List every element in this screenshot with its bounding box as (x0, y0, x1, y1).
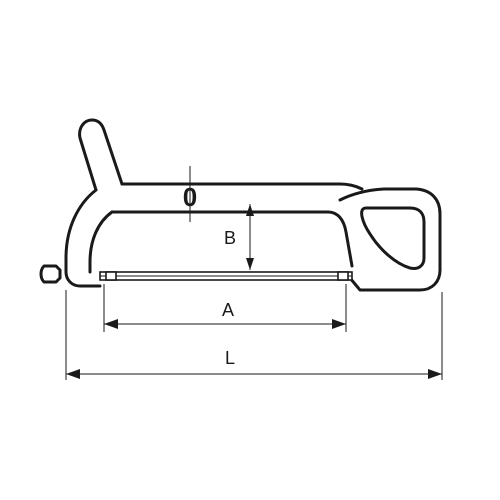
frame-handle-outer (338, 187, 442, 292)
frame-front-inner (88, 210, 114, 274)
dimension-a-arrow-left (104, 319, 118, 329)
wing-nut (39, 264, 62, 284)
saw-blade (99, 271, 353, 281)
wing-nut-body (39, 264, 62, 284)
dimension-a-label: A (222, 300, 234, 320)
frame-handle-cutout (360, 206, 426, 270)
dimension-l: L (65, 290, 443, 380)
dimension-a: A (103, 284, 347, 332)
dimension-l-label: L (225, 348, 235, 368)
frame-top-inner-edge (110, 210, 354, 268)
frame-front-foot (64, 270, 102, 288)
tension-marker-label: 0 (183, 182, 197, 212)
frame-front-outer (64, 188, 98, 274)
dimension-l-arrow-left (66, 369, 80, 379)
frame-thumb-lever (78, 118, 124, 192)
blade-pin-front (105, 271, 117, 281)
dimension-l-arrow-right (428, 369, 442, 379)
frame-top-edge (120, 182, 364, 191)
dimension-b-arrow-bottom (246, 258, 254, 270)
hacksaw-frame (64, 118, 442, 292)
dimension-b-arrow-top (246, 204, 254, 216)
dimension-b-label: B (224, 228, 236, 248)
dimension-b: B (224, 204, 254, 270)
dimension-a-arrow-right (332, 319, 346, 329)
tension-marker: 0 (183, 166, 197, 222)
blade-pin-rear (337, 271, 349, 281)
